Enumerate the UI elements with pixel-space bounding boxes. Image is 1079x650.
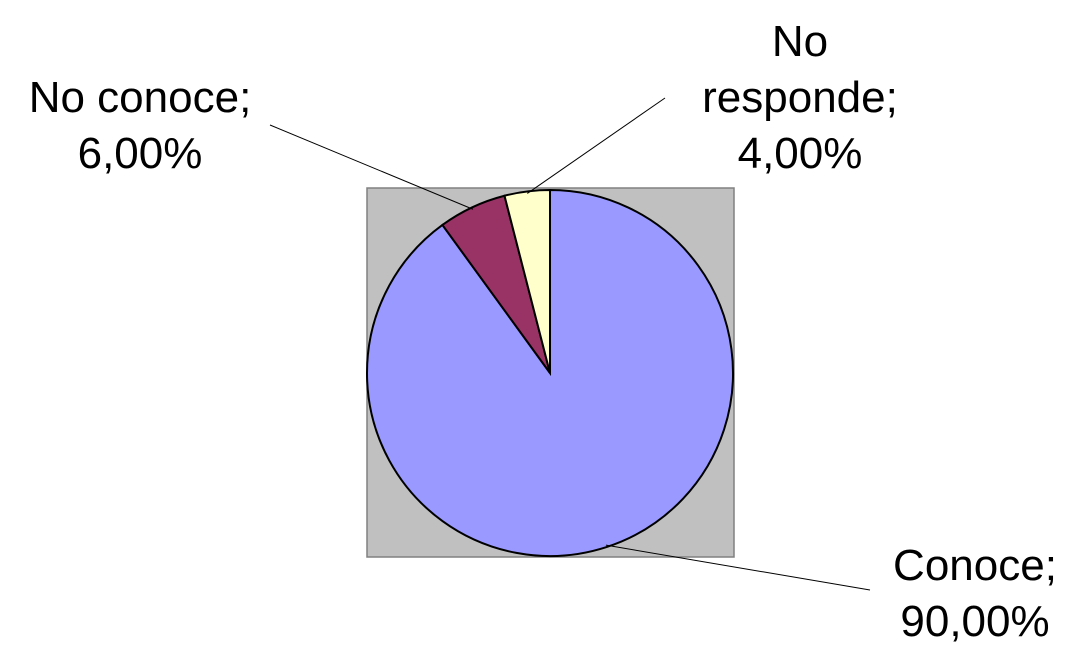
leader-line [269, 124, 474, 210]
pie-slice [503, 188, 551, 374]
label-value: 4,00% [737, 129, 863, 178]
label-separator: ; [885, 73, 898, 122]
leader-line [605, 544, 871, 591]
leader-line [527, 97, 666, 194]
data-label: No responde; 4,00% [700, 14, 900, 182]
data-label: No conoce; 6,00% [0, 70, 280, 182]
label-separator: ; [239, 73, 252, 122]
label-separator: ; [1044, 541, 1057, 590]
label-category: No conoce [28, 73, 240, 122]
label-category: No responde [702, 17, 886, 122]
data-label: Conoce; 90,00% [865, 538, 1079, 650]
label-category: Conoce [893, 541, 1045, 590]
label-value: 90,00% [900, 597, 1050, 646]
label-value: 6,00% [77, 129, 203, 178]
